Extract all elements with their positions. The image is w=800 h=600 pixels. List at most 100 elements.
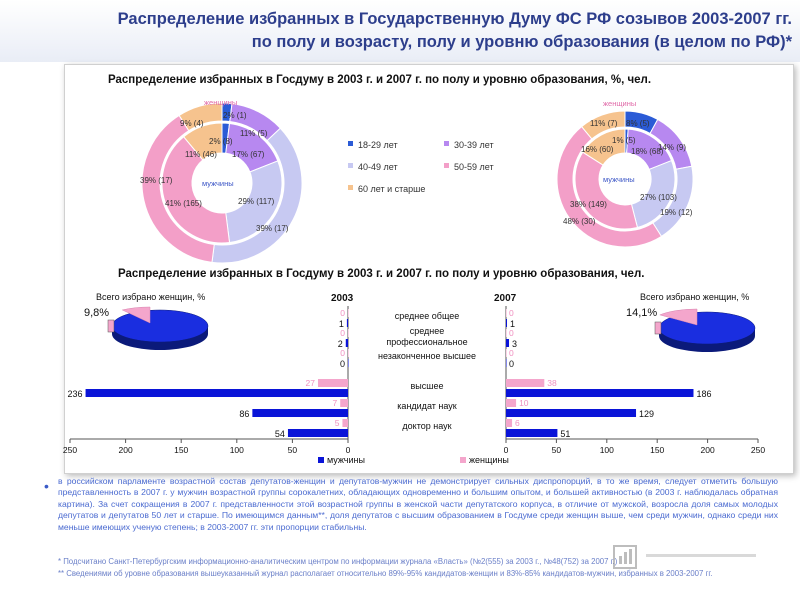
category-label-5: доктор наук bbox=[402, 421, 451, 431]
legend-swatch-0 bbox=[348, 141, 353, 146]
bar-2003-women-value-0: 0 bbox=[340, 308, 345, 318]
category-label-2: незаконченное высшее bbox=[378, 351, 476, 361]
donut2007-inner-label-2: 27% (103) bbox=[640, 193, 677, 202]
women-total-2007-value-label: 14,1% bbox=[626, 307, 657, 319]
right-xtick-label-2: 100 bbox=[600, 445, 614, 455]
bar-2003-women-1 bbox=[348, 329, 349, 337]
page-title-line2: по полу и возрасту, полу и уровню образо… bbox=[251, 33, 792, 51]
bar-2003-men-value-0: 1 bbox=[339, 319, 344, 329]
bar-2003-men-value-2: 0 bbox=[340, 359, 345, 369]
donut2003-inner-label-0: 2% (8) bbox=[209, 137, 233, 146]
bar-2007-men-value-1: 3 bbox=[512, 339, 517, 349]
category-label-3: высшее bbox=[411, 381, 444, 391]
header-band bbox=[0, 0, 800, 62]
donut2007-inner-label-4: 16% (60) bbox=[581, 145, 614, 154]
legend-label-1: 30-39 лет bbox=[454, 140, 494, 150]
bar-2007-women-value-1: 0 bbox=[509, 328, 514, 338]
category-label-1: среднее профессиональное bbox=[386, 326, 467, 347]
bar-2003-women-5 bbox=[342, 419, 348, 427]
bar-2003-women-value-5: 5 bbox=[335, 418, 340, 428]
footnote-2: ** Сведениями об уровне образования выше… bbox=[58, 569, 713, 578]
bar-2007-men-4 bbox=[506, 409, 637, 417]
legend-swatch-2 bbox=[348, 163, 353, 168]
bar-2003-women-3 bbox=[317, 379, 348, 387]
right-xtick-label-4: 200 bbox=[701, 445, 715, 455]
bar-2007-men-value-0: 1 bbox=[510, 319, 515, 329]
watermark-logo-icon bbox=[613, 545, 756, 569]
donut2003-outer-label-2: 39% (17) bbox=[256, 224, 289, 233]
bar-2007-women-value-0: 0 bbox=[509, 308, 514, 318]
left-xtick-label-3: 100 bbox=[230, 445, 244, 455]
bar-2007-women-4 bbox=[506, 399, 517, 407]
bar-legend-label-men: мужчины bbox=[327, 455, 365, 465]
bar-2007-men-3 bbox=[506, 389, 694, 397]
donut2007-women-label: женщины bbox=[603, 99, 636, 108]
bar-2003-women-0 bbox=[348, 309, 349, 317]
legend-label-0: 18-29 лет bbox=[358, 140, 398, 150]
donut2007-inner-label-0: 1% (5) bbox=[612, 136, 636, 145]
left-xtick-label-2: 150 bbox=[174, 445, 188, 455]
bar-2003-women-value-1: 0 bbox=[340, 328, 345, 338]
bar-2007-women-value-5: 6 bbox=[515, 418, 520, 428]
donut2003-men-label: мужчины bbox=[202, 179, 234, 188]
donut2003-women-label: женщины bbox=[204, 98, 237, 107]
bar-2007-women-3 bbox=[506, 379, 545, 387]
bar-2003-women-value-4: 7 bbox=[332, 398, 337, 408]
donut2003-inner-label-1: 17% (67) bbox=[232, 150, 265, 159]
legend-label-2: 40-49 лет bbox=[358, 162, 398, 172]
women-total-2003-women-wedge bbox=[107, 319, 115, 333]
bar-2007-women-value-2: 0 bbox=[509, 348, 514, 358]
donut2007-outer-label-3: 48% (30) bbox=[563, 217, 596, 226]
women-total-2007-women-wedge bbox=[654, 321, 662, 335]
women-total-2003-value-label: 9,8% bbox=[84, 307, 109, 319]
left-xtick-label-1: 200 bbox=[119, 445, 133, 455]
category-label-0: среднее общее bbox=[395, 311, 460, 321]
bar-2003-women-value-2: 0 bbox=[340, 348, 345, 358]
bar-2007-women-value-4: 10 bbox=[519, 398, 529, 408]
bar-2007-men-value-3: 186 bbox=[696, 389, 711, 399]
bar-2003-men-value-3: 236 bbox=[68, 389, 83, 399]
category-label-4: кандидат наук bbox=[397, 401, 456, 411]
women-total-2003-title: Всего избрано женщин, % bbox=[96, 292, 205, 302]
year-label-2003: 2003 bbox=[331, 293, 354, 304]
donut2003-inner-label-2: 29% (117) bbox=[238, 197, 275, 206]
right-xtick-label-5: 250 bbox=[751, 445, 765, 455]
bar-2003-men-2 bbox=[348, 359, 349, 367]
chart2-title: Распределение избранных в Госдуму в 2003… bbox=[118, 268, 645, 280]
bar-2007-women-5 bbox=[506, 419, 513, 427]
bar-2003-men-5 bbox=[287, 429, 348, 437]
donut2003-outer-label-4: 9% (4) bbox=[180, 119, 204, 128]
bar-2007-men-2 bbox=[506, 359, 507, 367]
bar-2007-men-0 bbox=[506, 319, 508, 327]
bullet-icon: • bbox=[44, 478, 49, 494]
bar-2003-men-value-5: 54 bbox=[275, 429, 285, 439]
donut2007-outer-label-4: 11% (7) bbox=[590, 119, 618, 128]
donut2007-outer-label-1: 14% (9) bbox=[658, 143, 686, 152]
year-label-2007: 2007 bbox=[494, 293, 517, 304]
page-title-line1: Распределение избранных в Государственну… bbox=[117, 10, 792, 28]
right-xtick-label-0: 0 bbox=[504, 445, 509, 455]
women-total-2007-women-slice bbox=[659, 308, 698, 326]
bar-legend-swatch-men bbox=[318, 457, 324, 463]
donut2003-outer-slice-4 bbox=[178, 102, 223, 132]
donut2003-outer-label-1: 11% (5) bbox=[240, 129, 268, 138]
donut2003-outer-label-3: 39% (17) bbox=[140, 176, 173, 185]
women-total-2007-title: Всего избрано женщин, % bbox=[640, 292, 749, 302]
left-xtick-label-0: 250 bbox=[63, 445, 77, 455]
donut2007-outer-label-2: 19% (12) bbox=[660, 208, 693, 217]
legend-swatch-4 bbox=[348, 185, 353, 190]
bar-2007-men-5 bbox=[506, 429, 558, 437]
bar-2007-women-1 bbox=[506, 329, 507, 337]
donut2007-outer-slice-4 bbox=[580, 110, 626, 140]
legend-swatch-1 bbox=[444, 141, 449, 146]
bar-2003-women-2 bbox=[348, 349, 349, 357]
bar-2007-men-value-2: 0 bbox=[509, 359, 514, 369]
bar-2007-women-2 bbox=[506, 349, 507, 357]
chart1-title: Распределение избранных в Госдуму в 2003… bbox=[108, 74, 652, 86]
right-xtick-label-1: 50 bbox=[552, 445, 562, 455]
donut2003-inner-slice-4 bbox=[183, 122, 223, 161]
summary-paragraph: в российском парламенте возрастной соста… bbox=[58, 476, 778, 532]
left-xtick-label-4: 50 bbox=[288, 445, 298, 455]
